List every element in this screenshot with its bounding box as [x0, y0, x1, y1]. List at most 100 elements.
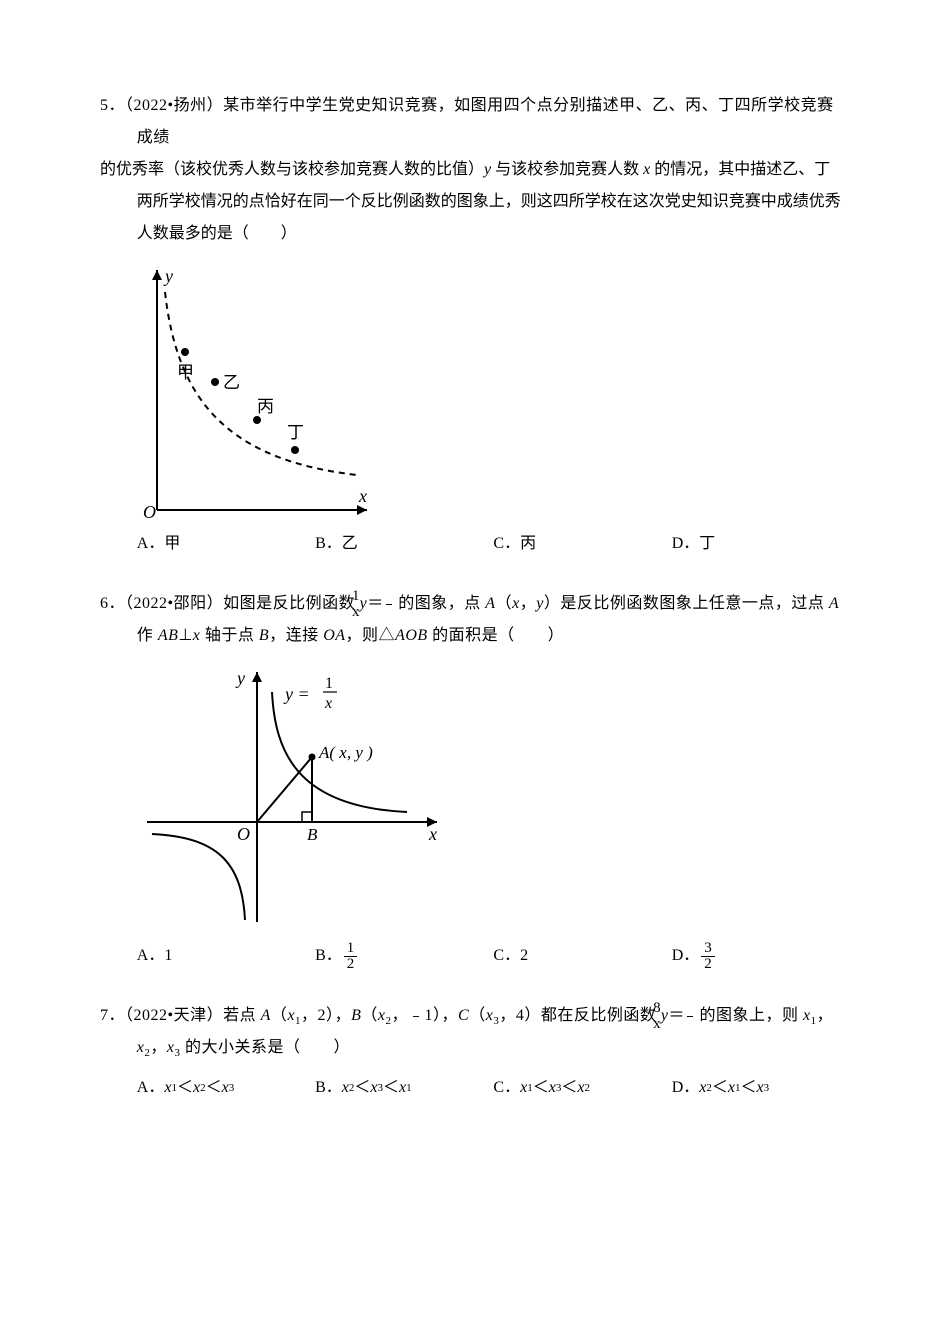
q5-point-jia: 甲 — [177, 363, 194, 382]
q6-x: x — [512, 595, 520, 612]
q6-perp: ⊥ — [178, 627, 192, 644]
q7-source: （2022•天津） — [125, 1007, 223, 1024]
q6-OA: OA — [323, 627, 345, 644]
q7-text: 7．（2022•天津）若点 A（x1，2），B（x2，﹣1），C（x3，4）都在… — [100, 1000, 850, 1064]
svg-text:1: 1 — [325, 675, 333, 692]
q6-options: A．1 B． 12 C．2 D． 32 — [100, 940, 850, 972]
q5-line2b: 与该校参加竞赛人数 — [491, 161, 643, 178]
q7-frac: 8x — [687, 1001, 693, 1032]
q6-opt-b-prefix: B． — [315, 940, 342, 972]
q7-text3: 的图象上，则 — [695, 1007, 799, 1024]
q7-p3a: （ — [469, 1007, 486, 1024]
svg-text:x: x — [428, 824, 437, 844]
page-content: 5．（2022•扬州）某市举行中学生党史知识竞赛，如图用四个点分别描述甲、乙、丙… — [0, 0, 950, 1172]
q6-comma: ， — [520, 595, 537, 612]
q7-p1a: （ — [271, 1007, 288, 1024]
q6-opt-a: A．1 — [137, 940, 315, 972]
q6-chart: O x y y = 1 x A( x, y ) B — [100, 662, 850, 932]
q7-text4: 的大小关系是（ ） — [181, 1039, 351, 1056]
q6-text8: 的面积是（ ） — [428, 627, 565, 644]
q5-options: A．甲 B．乙 C．丙 D．丁 — [100, 528, 850, 560]
q7-v3: ，4） — [499, 1007, 541, 1024]
q5-line1: 某市举行中学生党史知识竞赛，如图用四个点分别描述甲、乙、丙、丁四所学校竞赛成绩 — [137, 97, 834, 146]
svg-text:y: y — [235, 668, 245, 688]
q6-frac-num: 1 — [386, 589, 392, 605]
q5-text-line2: 的优秀率（该校优秀人数与该校参加竞赛人数的比值）y 与该校参加竞赛人数 x 的情… — [100, 154, 850, 186]
q6-frac-den: x — [386, 605, 392, 620]
q7-opt-c: C．x1＜x3＜x2 — [493, 1072, 671, 1104]
q6-paren2: ） — [544, 595, 561, 612]
q6-text2: 的图象，点 — [394, 595, 486, 612]
q5-opt-b: B．乙 — [315, 528, 493, 560]
q6-paren: （ — [496, 595, 513, 612]
q5-origin-label: O — [143, 502, 156, 520]
q5-point-ding: 丁 — [287, 423, 304, 442]
svg-text:A( x, y ): A( x, y ) — [318, 743, 373, 762]
q6-svg: O x y y = 1 x A( x, y ) B — [137, 662, 457, 932]
q6-opt-b-frac: 12 — [344, 941, 358, 972]
q5-x-label: x — [358, 486, 367, 506]
q6-text1: 如图是反比例函数 — [223, 595, 360, 612]
q6-y: y — [536, 595, 544, 612]
q7-v2: ，﹣1） — [391, 1007, 441, 1024]
q7-c2a: ， — [335, 1007, 352, 1024]
q6-opt-d-frac: 32 — [701, 941, 715, 972]
q5-y-label: y — [163, 266, 173, 286]
question-7: 7．（2022•天津）若点 A（x1，2），B（x2，﹣1），C（x3，4）都在… — [100, 1000, 850, 1104]
q7-opt-b: B．x2＜x3＜x1 — [315, 1072, 493, 1104]
q6-text5: 轴于点 — [200, 627, 259, 644]
q6-text7: ，则△ — [346, 627, 396, 644]
q6-frac: 1x — [386, 589, 392, 620]
q7-text1: 若点 — [223, 1007, 261, 1024]
q7-eq: ＝ — [668, 1007, 685, 1024]
q5-line2c: 的情况，其中描述乙、丁 — [650, 161, 830, 178]
q5-point-bing: 丙 — [257, 397, 274, 416]
q6-A: A — [485, 595, 495, 612]
q7-C: C — [458, 1007, 469, 1024]
q6-eq-eq: ＝ — [367, 595, 384, 612]
q5-opt-a: A．甲 — [137, 528, 315, 560]
q5-line2: 的优秀率（该校优秀人数与该校参加竞赛人数的比值） — [100, 161, 484, 178]
q6-A2: A — [829, 595, 839, 612]
q5-source: （2022•扬州） — [125, 97, 223, 114]
q5-line3: 两所学校情况的点恰好在同一个反比例函数的图象上，则这四所学校在这次党史知识竞赛中… — [137, 193, 841, 242]
question-6: 6．（2022•邵阳）如图是反比例函数 y＝1x 的图象，点 A（x，y）是反比… — [100, 588, 850, 972]
q7-c1: ，2） — [301, 1007, 335, 1024]
q6-B: B — [259, 627, 269, 644]
svg-text:y =: y = — [283, 684, 310, 704]
q6-source: （2022•邵阳） — [125, 595, 223, 612]
q6-AOB: AOB — [395, 627, 428, 644]
q5-text-line3: 两所学校情况的点恰好在同一个反比例函数的图象上，则这四所学校在这次党史知识竞赛中… — [100, 186, 850, 250]
q7-p2a: （ — [361, 1007, 378, 1024]
q6-opt-b: B． 12 — [315, 940, 493, 972]
q6-text: 6．（2022•邵阳）如图是反比例函数 y＝1x 的图象，点 A（x，y）是反比… — [100, 588, 850, 652]
q7-options: A．x1＜x2＜x3 B．x2＜x3＜x1 C．x1＜x3＜x2 D．x2＜x1… — [100, 1072, 850, 1104]
q7-A: A — [261, 1007, 271, 1024]
q7-x1: x — [287, 1007, 295, 1024]
svg-text:O: O — [237, 824, 250, 844]
q7-opt-d: D．x2＜x1＜x3 — [672, 1072, 850, 1104]
q6-opt-d: D． 32 — [672, 940, 850, 972]
q7-number: 7． — [100, 1007, 125, 1024]
q7-B: B — [351, 1007, 361, 1024]
q6-number: 6． — [100, 595, 125, 612]
q5-opt-d: D．丁 — [672, 528, 850, 560]
q5-text-line1: 5．（2022•扬州）某市举行中学生党史知识竞赛，如图用四个点分别描述甲、乙、丙… — [100, 90, 850, 154]
q6-text3: 是反比例函数图象上任意一点，过点 — [560, 595, 829, 612]
q5-opt-c: C．丙 — [493, 528, 671, 560]
q7-opt-a: A．x1＜x2＜x3 — [137, 1072, 315, 1104]
q5-chart: O x y 甲 乙 丙 丁 — [100, 260, 850, 520]
q6-text6: ，连接 — [269, 627, 323, 644]
svg-text:x: x — [324, 695, 332, 712]
question-5: 5．（2022•扬州）某市举行中学生党史知识竞赛，如图用四个点分别描述甲、乙、丙… — [100, 90, 850, 560]
q7-text2: 都在反比例函数 — [541, 1007, 661, 1024]
svg-text:B: B — [307, 825, 318, 844]
q6-AB: AB — [158, 627, 179, 644]
q5-point-yi: 乙 — [223, 373, 240, 392]
q6-opt-d-prefix: D． — [672, 940, 700, 972]
q6-opt-c: C．2 — [493, 940, 671, 972]
q7-c2b: ， — [442, 1007, 459, 1024]
q5-number: 5． — [100, 97, 125, 114]
q6-text4: 作 — [137, 627, 158, 644]
q5-svg: O x y 甲 乙 丙 丁 — [137, 260, 377, 520]
